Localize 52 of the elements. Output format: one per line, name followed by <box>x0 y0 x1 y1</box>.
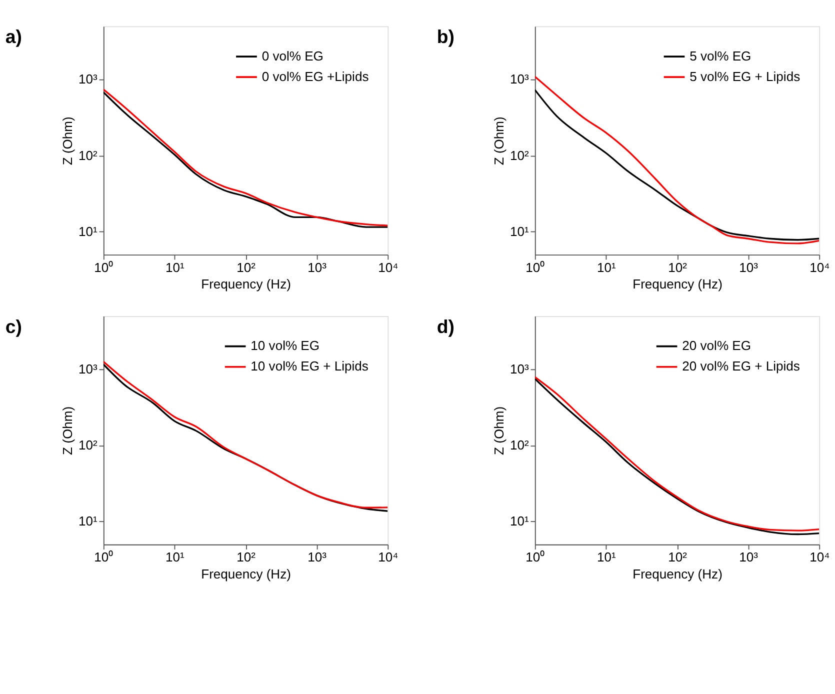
y-tick-label: 10³ <box>78 361 98 376</box>
x-tick-label: 10⁰ <box>526 550 546 565</box>
legend-label: 5 vol% EG <box>690 48 752 64</box>
legend-label: 0 vol% EG +Lipids <box>262 68 370 84</box>
y-axis-title: Z (Ohm) <box>60 116 76 166</box>
chart-title: a) <box>5 26 22 48</box>
x-tick-label: 10⁴ <box>378 550 398 565</box>
y-tick-label: 10² <box>78 438 98 453</box>
legend-label: 10 vol% EG + Lipids <box>250 358 369 374</box>
x-tick-label: 10¹ <box>166 550 186 565</box>
y-axis-title: Z (Ohm) <box>491 116 506 166</box>
x-tick-label: 10⁴ <box>378 260 398 275</box>
legend-label: 20 vol% EG + Lipids <box>682 358 800 374</box>
y-tick-label: 10³ <box>510 361 530 376</box>
y-tick-label: 10² <box>510 438 530 453</box>
y-tick-label: 10¹ <box>78 514 98 529</box>
x-tick-label: 10¹ <box>166 260 186 275</box>
y-tick-label: 10³ <box>510 72 530 87</box>
legend-label: 0 vol% EG <box>262 48 324 64</box>
x-tick-label: 10² <box>236 550 256 565</box>
chart-title: c) <box>5 316 22 337</box>
x-axis-title: Frequency (Hz) <box>201 566 291 582</box>
x-tick-label: 10³ <box>739 260 759 275</box>
y-tick-label: 10³ <box>78 72 98 87</box>
x-tick-label: 10³ <box>308 260 328 275</box>
y-tick-label: 10² <box>510 148 530 163</box>
x-axis-title: Frequency (Hz) <box>632 276 722 292</box>
x-tick-label: 10² <box>668 260 688 275</box>
x-tick-label: 10² <box>236 260 256 275</box>
x-tick-label: 10⁴ <box>810 550 830 565</box>
y-tick-label: 10¹ <box>510 514 530 529</box>
y-tick-label: 10² <box>78 148 98 163</box>
chart-title: b) <box>436 26 454 48</box>
x-tick-label: 10⁴ <box>810 260 830 275</box>
x-tick-label: 10⁰ <box>94 550 114 565</box>
x-tick-label: 10⁰ <box>94 260 114 275</box>
x-tick-label: 10³ <box>739 550 759 565</box>
x-tick-label: 10¹ <box>597 260 617 275</box>
y-tick-label: 10¹ <box>510 224 530 239</box>
legend-label: 5 vol% EG + Lipids <box>690 68 801 84</box>
y-tick-label: 10¹ <box>78 224 98 239</box>
chart-title: d) <box>436 316 454 337</box>
x-tick-label: 10² <box>668 550 688 565</box>
y-axis-title: Z (Ohm) <box>60 406 76 455</box>
x-tick-label: 10⁰ <box>526 260 546 275</box>
x-axis-title: Frequency (Hz) <box>201 276 291 292</box>
legend-label: 20 vol% EG <box>682 338 751 354</box>
legend-label: 10 vol% EG <box>250 338 320 354</box>
x-tick-label: 10¹ <box>597 550 617 565</box>
x-tick-label: 10³ <box>308 550 328 565</box>
y-axis-title: Z (Ohm) <box>491 406 506 455</box>
x-axis-title: Frequency (Hz) <box>632 566 722 582</box>
